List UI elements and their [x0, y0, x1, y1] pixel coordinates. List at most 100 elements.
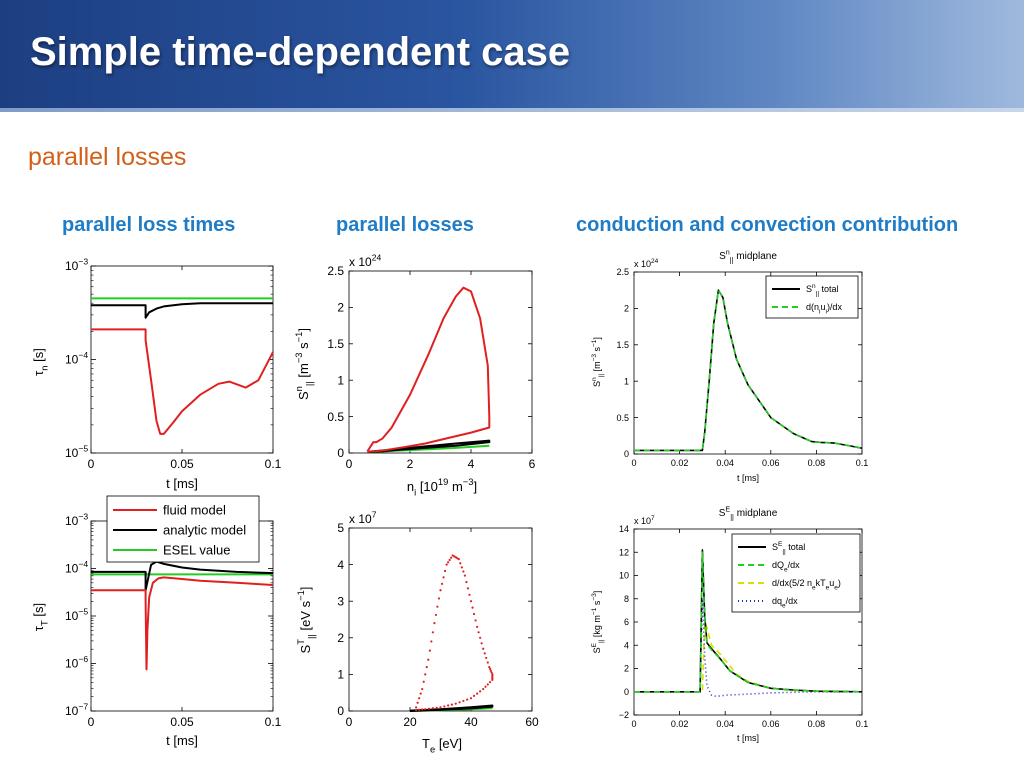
x-tick-label: 0.08 [808, 719, 826, 729]
y-tick-label: 0.5 [616, 413, 629, 423]
y-tick-label: 3 [337, 594, 344, 608]
data-point [433, 622, 436, 625]
y-tick-label: 12 [619, 547, 629, 557]
data-point [424, 708, 427, 711]
x-tick-label: 0 [631, 458, 636, 468]
slide-subtitle: parallel losses [28, 143, 187, 171]
x-tick-label: 20 [403, 715, 417, 729]
data-point [419, 692, 422, 695]
y-tick-label: 2 [624, 664, 629, 674]
data-point [457, 558, 460, 561]
x-tick-label: 0 [346, 715, 353, 729]
data-point [486, 661, 489, 664]
series-line-2 [366, 286, 491, 453]
y-tick-label: 0 [337, 704, 344, 718]
data-point [469, 697, 473, 700]
data-point [445, 563, 448, 566]
data-point [486, 683, 489, 686]
x-tick-label: 0.06 [762, 719, 780, 729]
data-point [458, 701, 461, 704]
y-tick-label: 0 [337, 446, 344, 460]
data-point [459, 562, 462, 565]
data-point [477, 631, 480, 634]
legend-sn-midplane: Sn|| total d(niui)/dx [765, 275, 859, 319]
data-point [450, 703, 454, 706]
data-point [422, 680, 425, 683]
y-tick-label: 8 [624, 594, 629, 604]
y-tick-label: 0 [624, 449, 629, 459]
legend-label: analytic model [163, 523, 246, 538]
data-point [488, 667, 492, 671]
x-axis-label: t [ms] [166, 733, 198, 748]
data-point [454, 702, 457, 705]
data-point [447, 704, 450, 707]
data-point [442, 576, 445, 579]
data-point [483, 652, 486, 655]
data-point [482, 647, 485, 650]
y-tick-label: −2 [619, 710, 629, 720]
data-point [460, 566, 463, 569]
data-point [448, 558, 451, 562]
x-axis-label: t [ms] [737, 473, 759, 483]
x-tick-label: 0.08 [808, 458, 826, 468]
data-point [468, 593, 471, 596]
y-tick-label: 10−3 [65, 257, 88, 273]
data-point [427, 707, 431, 710]
x-axis-label: ni [1019 m−3] [407, 476, 477, 497]
legend-frame [765, 275, 859, 319]
legend-label: SE|| total [772, 541, 805, 555]
y-axis-label: ST|| [eV s−1] [295, 587, 316, 654]
y-tick-label: 2.5 [327, 264, 344, 278]
x-tick-label: 0.1 [265, 457, 282, 471]
data-point [416, 701, 419, 704]
y-tick-label: 5 [337, 521, 344, 535]
y-tick-label: 10−5 [65, 607, 88, 623]
plot-frame [348, 270, 533, 454]
x-tick-label: 0.1 [856, 719, 869, 729]
data-point [482, 687, 485, 691]
series-line-1 [634, 289, 863, 452]
chart-title: SE|| midplane [719, 505, 778, 522]
y-tick-label: 4 [337, 558, 344, 572]
x-tick-label: 0.05 [170, 457, 194, 471]
y-tick-label: 10−3 [65, 512, 88, 528]
y-tick-label: 0.5 [327, 410, 344, 424]
y-axis-label: SE|| [kg m−1 s−3] [591, 591, 605, 654]
data-point [435, 706, 438, 709]
y-tick-label: 2.5 [616, 267, 629, 277]
data-point [415, 708, 418, 712]
y-tick-label: 1.5 [616, 340, 629, 350]
y-axis-label: τn [s] [31, 348, 50, 376]
y-tick-label: 14 [619, 524, 629, 534]
y-tick-label: 1 [624, 376, 629, 386]
series-line-1 [91, 560, 274, 592]
y-tick-label: 10−7 [65, 702, 88, 718]
plot-frame [90, 265, 274, 454]
data-point [427, 658, 430, 661]
data-point [489, 669, 492, 672]
data-point [491, 678, 494, 681]
chart-Sn_vs_ni: 0 2 4 6 0 0.5 1 1.5 2 2.5 x 1024 [327, 253, 535, 471]
data-point [443, 705, 446, 708]
y-tick-label: 2 [337, 631, 344, 645]
data-point [476, 625, 479, 628]
axis-multiplier: x 1024 [349, 253, 381, 269]
data-point [425, 665, 428, 669]
x-tick-label: 40 [464, 715, 478, 729]
data-point [480, 642, 483, 645]
y-tick-label: 10−5 [65, 444, 88, 460]
data-point [488, 665, 491, 669]
x-tick-label: 0.1 [856, 458, 869, 468]
series-line-3 [634, 551, 863, 693]
y-axis-label: τT [s] [31, 603, 50, 631]
y-tick-label: 2 [624, 304, 629, 314]
data-point [434, 613, 438, 617]
data-point [462, 570, 465, 573]
data-point [472, 612, 476, 616]
x-axis-label: t [ms] [166, 476, 198, 491]
y-tick-label: 1.5 [327, 337, 344, 351]
data-point [436, 605, 439, 608]
data-point [421, 687, 424, 691]
chart-tau_n: 0 0.05 0.1 10−3 10−4 10−5 [65, 257, 282, 471]
heading-loss-times: parallel loss times [62, 214, 236, 236]
